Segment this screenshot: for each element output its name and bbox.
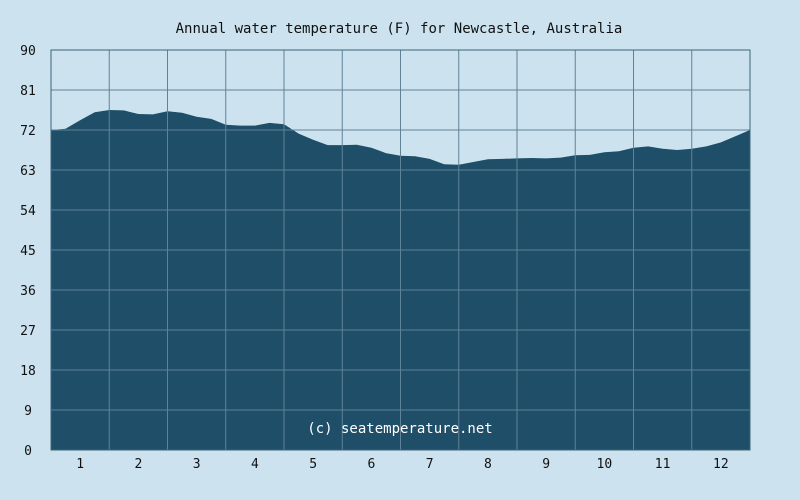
y-tick-label: 72 (20, 124, 36, 139)
y-tick-label: 54 (20, 204, 36, 219)
x-tick-label: 11 (655, 457, 671, 472)
plot-frame (50, 49, 751, 451)
y-tick-label: 81 (20, 84, 36, 99)
y-tick-label: 9 (24, 404, 32, 419)
y-tick-label: 0 (24, 444, 32, 459)
x-tick-label: 8 (484, 457, 492, 472)
x-tick-label: 4 (251, 457, 259, 472)
x-tick-label: 2 (134, 457, 142, 472)
chart-title: Annual water temperature (F) for Newcast… (176, 21, 623, 37)
frame-layer (50, 49, 751, 451)
x-tick-label: 9 (542, 457, 550, 472)
watermark-text: (c) seatemperature.net (307, 421, 492, 437)
x-tick-label: 10 (597, 457, 613, 472)
y-tick-label: 36 (20, 284, 36, 299)
x-tick-label: 12 (713, 457, 729, 472)
x-tick-label: 6 (367, 457, 375, 472)
y-tick-label: 18 (20, 364, 36, 379)
y-tick-label: 63 (20, 164, 36, 179)
y-tick-label: 45 (20, 244, 36, 259)
x-tick-label: 3 (193, 457, 201, 472)
x-tick-label: 5 (309, 457, 317, 472)
y-tick-label: 90 (20, 44, 36, 59)
x-tick-label: 7 (426, 457, 434, 472)
x-tick-label: 1 (76, 457, 84, 472)
y-tick-label: 27 (20, 324, 36, 339)
